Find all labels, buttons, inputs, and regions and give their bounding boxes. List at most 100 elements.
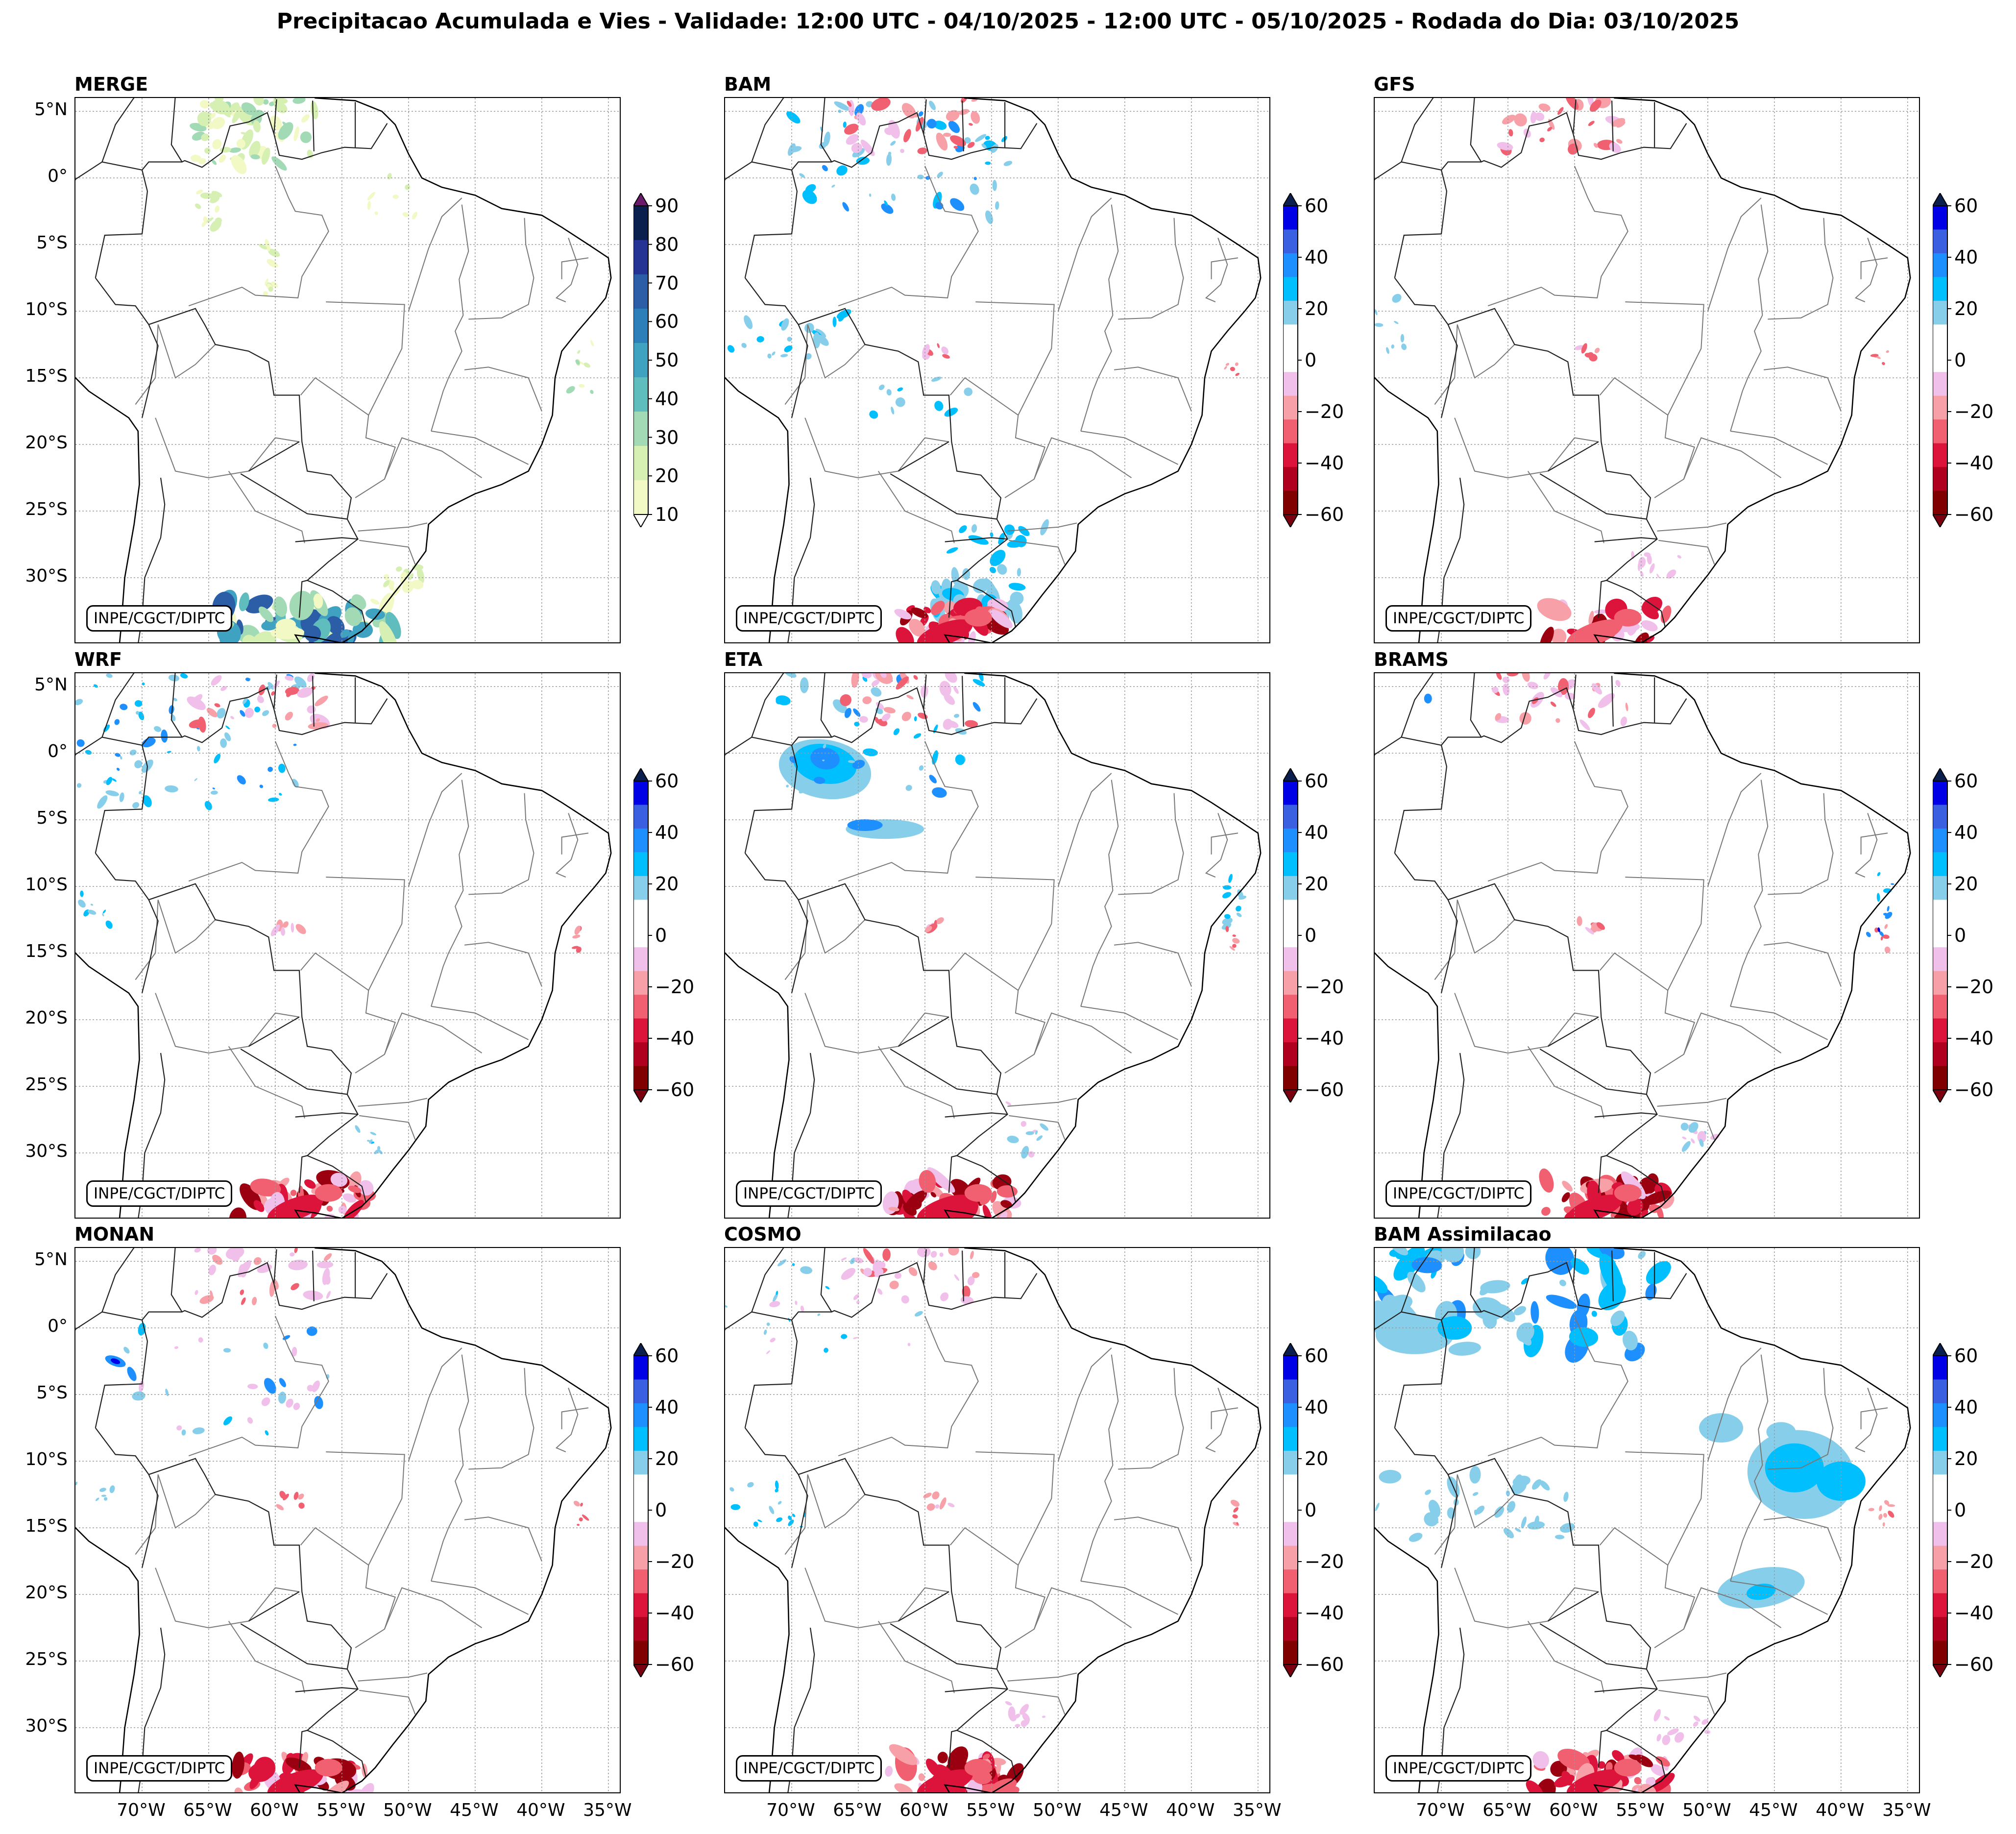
colorbar-bin	[633, 1427, 648, 1451]
country-border	[962, 1250, 964, 1301]
state-border	[431, 780, 469, 1007]
country-border	[948, 1730, 957, 1768]
map-panel-bam-assimilacao[interactable]: INPE/CGCT/DIPTC	[1374, 1247, 1920, 1793]
state-border	[1658, 1115, 1715, 1140]
map-panel-brams[interactable]: INPE/CGCT/DIPTC	[1374, 672, 1920, 1219]
colorbar-bin	[1283, 1427, 1298, 1451]
panel-title: MERGE	[74, 73, 148, 95]
colorbar-tick-label: −40	[1954, 1602, 1994, 1624]
colorbar-swatches	[1282, 767, 1302, 1104]
colorbar-tick-label: 40	[1954, 246, 1978, 268]
country-border	[962, 676, 964, 727]
state-border	[1768, 793, 1834, 895]
colorbar-bin	[1283, 805, 1298, 829]
state-border	[157, 324, 216, 379]
coastline	[75, 1527, 140, 1792]
colorbar-bin	[633, 805, 648, 829]
state-border	[1033, 437, 1132, 480]
country-border	[948, 580, 957, 618]
country-border	[1539, 1623, 1647, 1670]
colorbar-over-arrow	[1932, 767, 1948, 782]
colorbar-bin	[1283, 1569, 1298, 1594]
map-panel-bam[interactable]: INPE/CGCT/DIPTC	[724, 97, 1270, 643]
map-panel-monan[interactable]: INPE/CGCT/DIPTC	[74, 1247, 621, 1793]
colorbar-tick-label: −20	[1954, 976, 1994, 998]
country-border	[1440, 324, 1458, 418]
colorbar-bin	[1933, 1018, 1947, 1043]
colorbar-bin	[1933, 1450, 1947, 1475]
state-border	[1768, 1368, 1834, 1470]
country-border	[945, 1112, 1008, 1118]
country-border	[725, 736, 792, 757]
colorbar-under-arrow	[1282, 1089, 1299, 1104]
colorbar-swatches	[1932, 767, 1951, 1104]
colorbar-tick-label: −60	[1954, 1654, 1994, 1675]
state-border	[1730, 1005, 1828, 1040]
state-border	[1057, 1347, 1112, 1462]
state-border	[1007, 1098, 1077, 1107]
latitude-label: 0°	[48, 1316, 68, 1337]
country-border	[725, 1311, 792, 1331]
country-border	[1594, 537, 1657, 542]
colorbar-bin	[1933, 395, 1947, 420]
map-panel-cosmo[interactable]: INPE/CGCT/DIPTC	[724, 1247, 1270, 1793]
state-border	[1114, 1516, 1192, 1562]
colorbar-bin	[1933, 490, 1947, 515]
map-canvas	[725, 98, 1269, 642]
colorbar-tick-label: −60	[1305, 504, 1344, 525]
map-canvas	[725, 673, 1269, 1218]
colorbar-tick-label: 90	[655, 195, 679, 217]
longitude-label: 65°W	[833, 1800, 882, 1820]
state-border	[326, 877, 405, 1074]
country-border	[791, 899, 808, 993]
colorbar-tick-label: 40	[655, 388, 679, 410]
state-border	[1205, 813, 1228, 878]
colorbar-bin	[633, 1018, 648, 1043]
colorbar-tick-label: −60	[1305, 1079, 1344, 1100]
country-border	[1394, 1262, 1687, 1428]
country-border	[95, 277, 366, 627]
longitude-label: 50°W	[1033, 1800, 1082, 1820]
state-border	[248, 437, 300, 472]
colorbar-tick-label: 60	[655, 1345, 679, 1367]
colorbar-bin	[633, 1545, 648, 1570]
colorbar-tick-label: 20	[655, 1448, 679, 1469]
map-panel-wrf[interactable]: INPE/CGCT/DIPTC	[74, 672, 621, 1219]
longitude-label: 45°W	[1749, 1800, 1798, 1820]
coastline	[294, 673, 612, 1218]
country-border	[948, 1155, 957, 1193]
map-panel-gfs[interactable]: INPE/CGCT/DIPTC	[1374, 97, 1920, 643]
map-panel-eta[interactable]: INPE/CGCT/DIPTC	[724, 672, 1270, 1219]
credit-label: INPE/CGCT/DIPTC	[86, 1180, 233, 1207]
state-border	[326, 1451, 405, 1648]
map-canvas	[1375, 98, 1919, 642]
bias-colorbar: 60 40 20 0 −20 −40 −60	[632, 1342, 731, 1679]
colorbar-bin	[633, 480, 648, 515]
state-border	[135, 1474, 159, 1555]
colorbar-tick-label: 0	[1305, 349, 1317, 371]
state-border	[248, 1012, 300, 1047]
colorbar-bin	[1283, 1450, 1298, 1475]
map-panel-merge[interactable]: INPE/CGCT/DIPTC	[74, 97, 621, 643]
country-border	[312, 1250, 315, 1301]
state-border	[1118, 218, 1184, 320]
state-border	[188, 1316, 329, 1457]
state-border	[1707, 1347, 1762, 1462]
state-border	[804, 417, 899, 479]
country-border	[898, 1591, 949, 1622]
coastline	[294, 98, 612, 642]
state-border	[1007, 522, 1077, 532]
colorbar-tick-label: −40	[655, 1602, 695, 1624]
colorbar-over-arrow	[1282, 767, 1299, 782]
state-border	[561, 832, 589, 855]
colorbar-tick-label: 20	[1305, 1448, 1329, 1469]
colorbar-bin	[1933, 1379, 1947, 1404]
state-border	[358, 1098, 428, 1107]
country-border	[890, 1623, 997, 1670]
state-border	[975, 301, 1055, 498]
state-border	[468, 1368, 534, 1470]
latitude-label: 20°S	[25, 1008, 68, 1028]
latitude-label: 5°N	[34, 99, 68, 120]
country-border	[1598, 1730, 1607, 1768]
colorbar-over-arrow	[632, 192, 649, 206]
